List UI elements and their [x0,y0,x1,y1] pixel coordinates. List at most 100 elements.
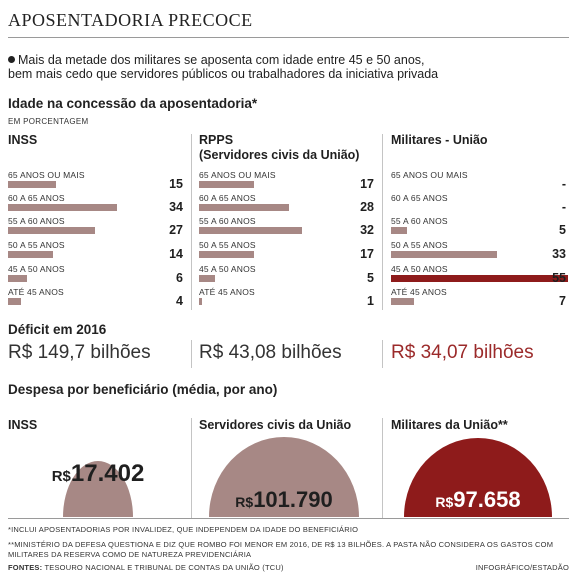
deficit-militares: R$ 34,07 bilhões [391,342,534,364]
deficit-unit: bilhões [473,342,534,363]
age-bar-label: 60 A 65 ANOS [391,193,448,203]
age-bar [199,251,254,258]
deficit-amount: 149,7 [37,342,86,363]
deficit-title: Déficit em 2016 [8,322,107,337]
page-title: APOSENTADORIA PRECOCE [8,10,253,30]
age-bar-label: 55 A 60 ANOS [391,216,448,226]
age-column-header: Militares - União [391,133,488,147]
age-column-subheader: (Servidores civis da União) [199,148,360,162]
spend-value-inss: R$17.402 [28,460,168,488]
age-bar-value: - [561,200,566,214]
bullet-icon [8,56,15,63]
age-bar-value: - [561,177,566,191]
age-bar-label: ATÉ 45 ANOS [8,287,64,297]
spend-amount: 101.790 [253,487,333,512]
age-bar-label: 65 ANOS OU MAIS [391,170,468,180]
age-bar-value: 5 [367,271,374,285]
age-bar-value: 7 [559,294,566,308]
age-bar-label: 55 A 60 ANOS [199,216,256,226]
age-bar [199,227,302,234]
age-bar-value: 15 [169,177,183,191]
sources-label: FONTES: [8,563,43,572]
column-separator [191,418,192,518]
age-bar-label: 45 A 50 ANOS [199,264,256,274]
age-chart-subtitle: EM PORCENTAGEM [8,117,89,126]
deficit-amount: 34,07 [420,342,469,363]
age-bar-label: ATÉ 45 ANOS [391,287,447,297]
age-bar [391,275,568,282]
deficit-prefix: R$ [391,342,416,363]
age-bar-label: 45 A 50 ANOS [391,264,448,274]
sources-text: TESOURO NACIONAL E TRIBUNAL DE CONTAS DA… [44,563,284,572]
spend-title: Despesa por beneficiário (média, por ano… [8,382,278,397]
spend-prefix: R$ [51,468,71,485]
intro-line-2: bem mais cedo que servidores públicos ou… [8,67,439,81]
spend-value-servidores: R$101.790 [209,487,359,513]
column-separator [382,134,383,310]
age-bar-value: 5 [559,223,566,237]
age-bar [8,251,53,258]
age-chart-title: Idade na concessão da aposentadoria* [8,96,258,111]
deficit-unit: bilhões [90,342,151,363]
age-bar [391,251,497,258]
age-bar [8,298,21,305]
column-separator [191,134,192,310]
spend-label-inss: INSS [8,418,38,432]
age-bar-label: 60 A 65 ANOS [199,193,256,203]
intro-line-1: Mais da metade dos militares se aposenta… [18,53,425,67]
age-bar [8,227,95,234]
title-divider [8,37,569,38]
age-bar [199,275,215,282]
spend-prefix: R$ [435,494,454,510]
age-bar-value: 6 [176,271,183,285]
deficit-prefix: R$ [8,342,33,363]
age-column-header: RPPS [199,133,234,147]
age-bar [391,298,414,305]
age-bar [199,181,254,188]
age-bar-label: 45 A 50 ANOS [8,264,65,274]
deficit-unit: bilhões [281,342,342,363]
spend-label-servidores: Servidores civis da União [199,418,352,432]
footnote-2b: MILITARES DA RESERVA COMO DE NATUREZA PR… [8,550,252,559]
age-bar [199,298,202,305]
age-bar-label: 50 A 55 ANOS [8,240,65,250]
age-bar-label: 50 A 55 ANOS [199,240,256,250]
age-bar-value: 27 [169,223,183,237]
age-bar-value: 4 [176,294,183,308]
age-bar-label: ATÉ 45 ANOS [199,287,255,297]
age-bar [8,275,27,282]
age-bar-value: 1 [367,294,374,308]
deficit-amount: 43,08 [228,342,277,363]
deficit-rpps: R$ 43,08 bilhões [199,342,342,364]
age-bar-label: 60 A 65 ANOS [8,193,65,203]
column-separator [191,340,192,368]
age-bar-value: 33 [552,247,566,261]
deficit-prefix: R$ [199,342,224,363]
spend-prefix: R$ [235,494,254,510]
spend-value-militares: R$97.658 [404,487,552,513]
footnote-1: *INCLUI APOSENTADORIAS POR INVALIDEZ, QU… [8,525,359,534]
age-bar [199,204,289,211]
age-bar-value: 32 [360,223,374,237]
age-bar-value: 14 [169,247,183,261]
intro-text: Mais da metade dos militares se aposenta… [8,53,568,81]
age-bar [391,227,407,234]
baseline-divider [8,518,569,519]
age-bar-label: 65 ANOS OU MAIS [8,170,85,180]
age-bar [8,181,56,188]
column-separator [382,340,383,368]
column-separator [382,418,383,518]
age-bar-label: 55 A 60 ANOS [8,216,65,226]
spend-amount: 97.658 [453,487,521,512]
credit: INFOGRÁFICO/ESTADÃO [475,563,569,572]
sources: FONTES: TESOURO NACIONAL E TRIBUNAL DE C… [8,563,284,573]
age-bar-value: 17 [360,177,374,191]
age-bar-value: 28 [360,200,374,214]
deficit-inss: R$ 149,7 bilhões [8,342,151,364]
age-bar-value: 55 [552,271,566,285]
spend-amount: 17.402 [70,460,145,487]
age-bar-label: 50 A 55 ANOS [391,240,448,250]
age-bar [8,204,117,211]
footnote-2a: **MINISTÉRIO DA DEFESA QUESTIONA E DIZ Q… [8,540,554,549]
age-column-header: INSS [8,133,38,147]
